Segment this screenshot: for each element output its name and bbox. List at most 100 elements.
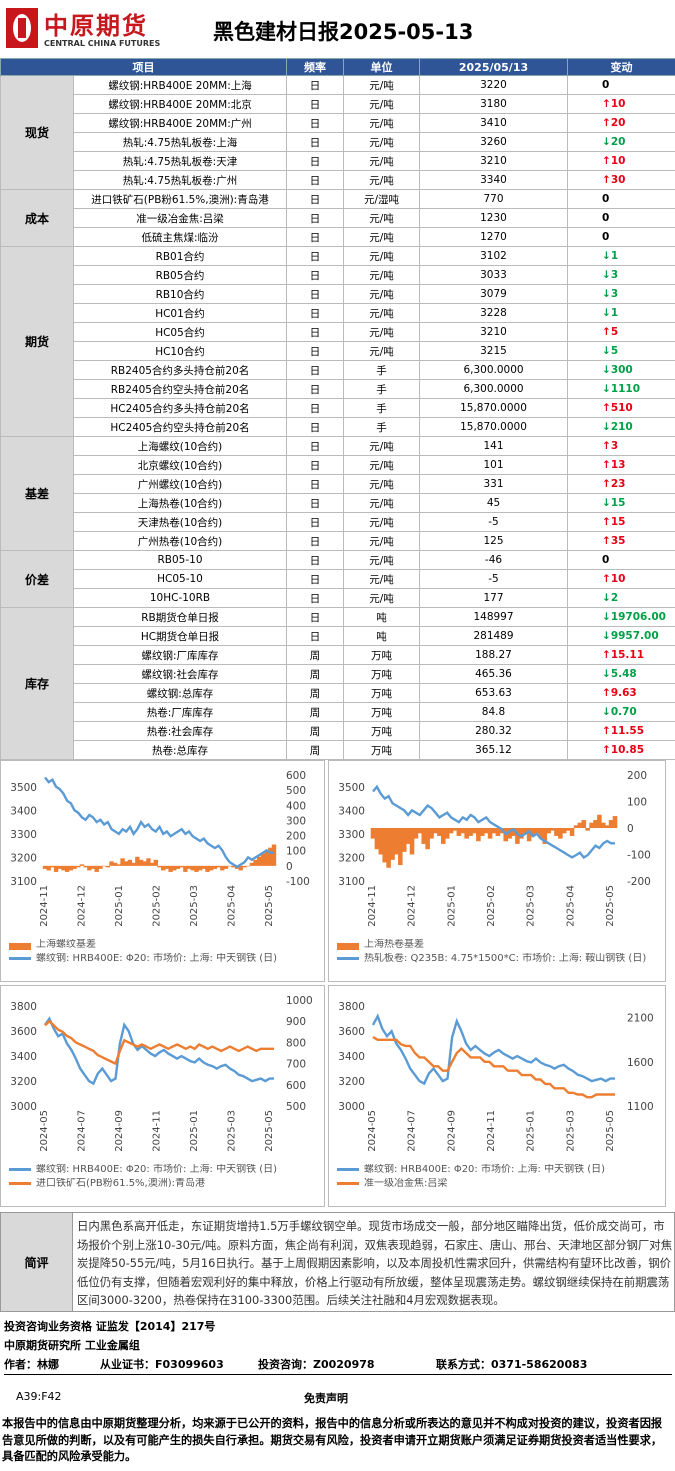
area-bar — [83, 865, 88, 868]
value-cell: 45 — [419, 493, 568, 513]
table-row: 热轧:4.75热轧板卷:天津日元/吨 3210 ↑10 — [1, 151, 675, 171]
change-value: 15 — [610, 516, 626, 528]
area-bar — [245, 865, 251, 867]
unit-cell: 元/吨 — [343, 550, 420, 570]
author-text: 作者：林娜 — [4, 1358, 59, 1371]
legend-label: 准一级冶金焦:吕梁 — [364, 1178, 448, 1189]
arrow-up-icon: ↑ — [602, 459, 611, 471]
x-tick-label: 2025-05 — [605, 1110, 616, 1152]
value-cell: 188.27 — [419, 645, 568, 665]
arrow-up-icon: ↑ — [602, 744, 611, 756]
x-tick-label: 2024-11 — [486, 1110, 497, 1152]
arrow-down-icon: ↓ — [602, 250, 611, 262]
area-bar — [495, 828, 501, 836]
area-bar — [554, 828, 559, 836]
change-cell: ↓5.48 — [567, 664, 675, 684]
chart-rebar-vs-coke: 3800 3600 3400 3200 3000 2100 1600 1100 2024-05 2… — [328, 985, 666, 1207]
freq-cell: 日 — [286, 94, 344, 114]
table-header-row: 项目 频率 单位 2025/05/13 变动 — [0, 58, 675, 76]
left-tick-label: 3200 — [338, 1076, 365, 1088]
area-bar — [452, 828, 458, 831]
right-tick-label: -200 — [627, 876, 651, 888]
series-line — [372, 784, 615, 859]
area-bar — [593, 820, 598, 828]
table-row: 螺纹钢:HRB400E 20MM:广州日元/吨 3410 ↑20 — [1, 113, 675, 133]
unit-cell: 万吨 — [343, 645, 420, 665]
table-row: 热卷:厂库库存周万吨 84.8 ↓0.70 — [1, 702, 675, 722]
arrow-down-icon: ↓ — [602, 288, 611, 300]
unit-cell: 元/吨 — [343, 94, 420, 114]
legend-label: 上海螺纹基差 — [36, 939, 96, 950]
code-text: A39:F42 — [16, 1390, 62, 1403]
series-line — [44, 776, 274, 869]
freq-cell: 日 — [286, 512, 344, 532]
table-row: 期货 RB01合约日元/吨 3102 ↓1 — [0, 246, 675, 437]
x-tick-label: 2025-01 — [526, 1110, 537, 1152]
left-tick-label: 3400 — [10, 805, 37, 817]
unit-cell: 元/吨 — [343, 208, 420, 228]
arrow-up-icon: ↑ — [602, 98, 611, 110]
area-bar — [386, 828, 391, 868]
area-bar — [101, 865, 107, 867]
area-bar — [382, 828, 387, 863]
right-tick-label: 800 — [286, 1037, 306, 1049]
chart-rebar-vs-iron-ore: 3800 3600 3400 3200 3000 1000 900 800 700 600 500 2… — [0, 985, 325, 1207]
freq-cell: 日 — [286, 588, 344, 608]
area-bar — [257, 856, 262, 866]
change-cell: 0 — [567, 550, 675, 570]
change-value: 3 — [610, 288, 619, 300]
table-row: 低硫主焦煤:临汾日元/吨 1270 0 — [1, 227, 675, 247]
arrow-up-icon: ↑ — [602, 402, 611, 414]
chart-svg: 3500 3400 3300 3200 3100 600 500 400 300 200 100 0 -… — [9, 770, 310, 964]
value-cell: 281489 — [419, 626, 568, 646]
area-bar — [507, 828, 512, 839]
right-tick-label: 100 — [627, 797, 647, 809]
freq-cell: 日 — [286, 132, 344, 152]
chart-svg: 3800 3600 3400 3200 3000 2100 1600 1100 2024-05 2… — [337, 1001, 654, 1189]
area-bar — [487, 828, 493, 839]
area-bar — [519, 828, 524, 839]
change-value: 15 — [610, 497, 626, 509]
left-tick-label: 3400 — [10, 1051, 37, 1063]
area-bar — [480, 828, 485, 836]
item-name-cell: 热卷:总库存 — [73, 740, 287, 760]
freq-cell: 周 — [286, 683, 344, 703]
x-tick-label: 2024-09 — [114, 1110, 125, 1152]
arrow-down-icon: ↓ — [602, 706, 611, 718]
unit-cell: 元/吨 — [343, 455, 420, 475]
area-bar — [530, 828, 536, 836]
value-cell: 177 — [419, 588, 568, 608]
unit-cell: 元/吨 — [343, 588, 420, 608]
area-bar — [585, 828, 590, 831]
change-cell: ↑5 — [567, 322, 675, 342]
freq-cell: 周 — [286, 721, 344, 741]
right-tick-label: -100 — [286, 876, 310, 888]
value-cell: 6,300.0000 — [419, 379, 568, 399]
legend-item: 上海热卷基差 — [337, 939, 424, 950]
area-bar — [468, 828, 473, 836]
area-bar — [604, 825, 610, 828]
item-name-cell: 热卷:社会库存 — [73, 721, 287, 741]
area-bar — [417, 828, 423, 834]
table-row: 准一级冶金焦:吕梁日元/吨 1230 0 — [1, 208, 675, 228]
left-tick-label: 3300 — [338, 829, 365, 841]
area-bar — [437, 828, 442, 836]
x-tick-label: 2025-01 — [114, 885, 125, 927]
x-tick-label: 2025-05 — [605, 885, 616, 927]
area-bar — [216, 865, 221, 868]
category-cell: 价差 — [0, 550, 74, 608]
value-cell: 331 — [419, 474, 568, 494]
area-bar — [398, 828, 403, 866]
area-bar — [194, 865, 199, 872]
area-bar — [127, 859, 133, 866]
item-name-cell: 螺纹钢:HRB400E 20MM:上海 — [73, 75, 287, 95]
area-bar — [464, 828, 469, 839]
area-bar — [157, 865, 162, 868]
area-bar — [440, 828, 446, 844]
unit-cell: 元/吨 — [343, 75, 420, 95]
legend-item: 上海螺纹基差 — [9, 939, 96, 950]
area-bar — [112, 862, 118, 866]
freq-cell: 日 — [286, 569, 344, 589]
left-tick-label: 3100 — [338, 876, 365, 888]
logo-text-cn: 中原期货 — [44, 12, 148, 40]
